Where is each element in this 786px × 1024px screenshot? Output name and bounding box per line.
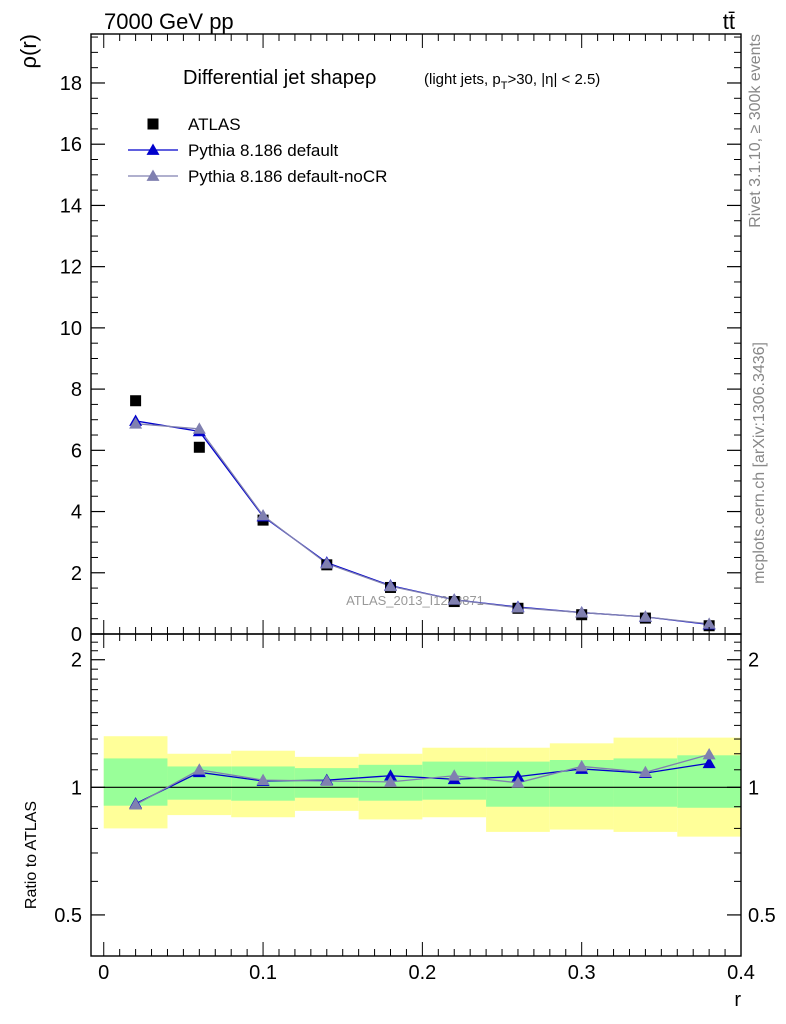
legend-label: Pythia 8.186 default (188, 141, 339, 160)
main-point-series-2 (384, 579, 398, 592)
legend-marker (146, 143, 160, 155)
ratio-point-series-1 (192, 763, 206, 775)
main-y-tick-label: 6 (71, 440, 82, 462)
ratio-uncertainty-bands (91, 736, 741, 837)
legend-marker (146, 169, 160, 181)
ratio-point-series-1 (256, 773, 270, 785)
x-tick-label: 0.1 (249, 962, 277, 984)
main-y-tick-label: 16 (60, 134, 82, 156)
ratio-y-tick-label: 1 (71, 777, 82, 799)
x-axis-label: r (734, 989, 741, 1011)
x-tick-label: 0.2 (408, 962, 436, 984)
main-title-text: Differential jet shapeρ (183, 67, 376, 89)
main-y-tick-label: 14 (60, 195, 82, 217)
x-tick-label: 0.4 (727, 962, 755, 984)
main-point-series-2 (320, 557, 334, 569)
main-point-series-2 (638, 610, 652, 622)
main-y-tick-label: 4 (71, 502, 82, 524)
ratio-y-tick-label-right: 2 (748, 650, 759, 672)
ratio-point-series-1 (384, 775, 398, 787)
main-y-tick-label: 8 (71, 379, 82, 401)
energy-label: 7000 GeV pp (104, 9, 234, 34)
main-y-tick-label: 2 (71, 563, 82, 585)
legend: ATLAS Pythia 8.186 default Pythia 8.186 de… (128, 115, 387, 186)
ratio-point-series-0 (702, 756, 716, 769)
main-y-tick-label: 10 (60, 318, 82, 340)
ratio-point-series-1 (447, 769, 461, 781)
main-title-suffix: (light jets, pT>30, |η| < 2.5) (424, 71, 600, 92)
ratio-line-series-1 (135, 753, 710, 806)
x-tick-label: 0 (98, 962, 109, 984)
ratio-line-series-0 (135, 762, 710, 805)
ratio-point-series-1 (702, 748, 716, 760)
ratio-point-series-0 (384, 769, 398, 781)
main-point-series-2 (192, 422, 206, 434)
main-y-tick-label: 18 (60, 73, 82, 95)
ratio-y-tick-label: 0.5 (54, 905, 82, 927)
main-point-series-0 (130, 395, 142, 407)
main-point-series-2 (511, 601, 525, 613)
mcplots-label: mcplots.cern.ch [arXiv:1306.3436] (751, 342, 768, 584)
legend-label: Pythia 8.186 default-noCR (188, 167, 387, 186)
ratio-y-tick-label: 2 (71, 650, 82, 672)
legend-marker-atlas (147, 118, 159, 130)
ratio-panel: 0.5 0.5 1 1 2 2 0 0.1 0.2 0.3 0.4 Ratio to ATLAS r (23, 633, 776, 1011)
ratio-point-series-1 (129, 798, 143, 810)
ratio-point-series-1 (320, 774, 334, 786)
ratio-y-tick-label-right: 0.5 (748, 905, 776, 927)
main-y-axis-label: ρ(r) (16, 34, 41, 69)
main-line-series-2 (135, 423, 710, 625)
ratio-data-layer (129, 748, 716, 810)
ratio-axes: 0.5 0.5 1 1 2 2 0 0.1 0.2 0.3 0.4 (54, 633, 776, 984)
main-point-series-2 (447, 593, 461, 605)
main-y-tick-label: 12 (60, 257, 82, 279)
main-y-tick-label: 0 (71, 624, 82, 646)
ratio-y-tick-label-right: 1 (748, 777, 759, 799)
main-axes: 0 2 4 6 8 10 12 14 16 18 (60, 33, 742, 646)
ratio-point-series-1 (638, 765, 652, 778)
ratio-point-series-1 (511, 776, 525, 788)
main-point-series-0 (193, 441, 205, 453)
main-point-series-2 (702, 617, 716, 629)
process-label: tt̄ (723, 9, 735, 34)
main-point-series-2 (129, 417, 143, 429)
main-panel: ρ(r) Differential jet shapeρ (light jets… (16, 33, 742, 646)
ratio-frame (90, 633, 742, 957)
ratio-point-series-0 (511, 770, 525, 782)
ratio-point-series-1 (575, 759, 589, 772)
main-point-series-2 (256, 509, 270, 521)
main-title: Differential jet shapeρ (light jets, pT>… (183, 67, 600, 92)
ratio-y-axis-label: Ratio to ATLAS (23, 801, 40, 909)
x-tick-label: 0.3 (568, 962, 596, 984)
main-data-layer (129, 395, 716, 632)
main-point-series-2 (575, 606, 589, 618)
legend-label: ATLAS (188, 115, 241, 134)
rivet-version-label: Rivet 3.1.10, ≥ 300k events (747, 34, 764, 228)
